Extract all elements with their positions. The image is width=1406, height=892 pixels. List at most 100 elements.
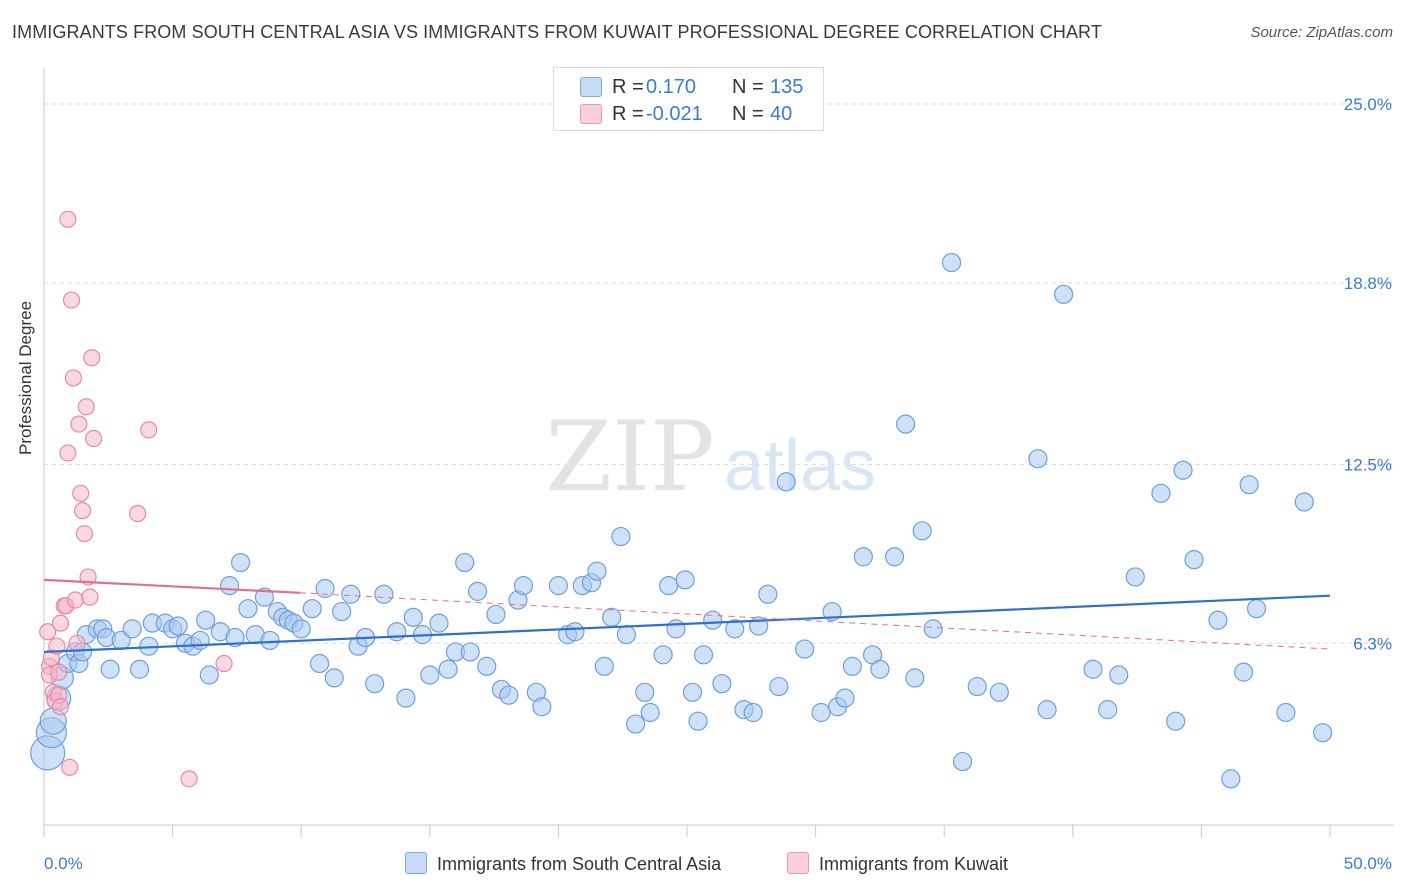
point-south-central-asia <box>666 619 686 639</box>
point-south-central-asia <box>396 688 416 708</box>
tick-labels: 6.3% 12.5% 18.8% 25.0% 0.0% 50.0% <box>44 95 1392 873</box>
point-south-central-asia <box>260 630 280 651</box>
trendline-south-central-asia <box>43 594 1331 654</box>
point-south-central-asia <box>1294 492 1314 512</box>
point-south-central-asia <box>1221 769 1241 789</box>
point-south-central-asia <box>1109 665 1129 685</box>
point-kuwait <box>215 654 233 673</box>
point-south-central-asia <box>682 682 703 702</box>
point-south-central-asia <box>365 674 385 694</box>
point-south-central-asia <box>100 659 120 679</box>
legend-label-kuwait: Immigrants from Kuwait <box>819 854 1009 874</box>
point-south-central-asia <box>1166 711 1186 731</box>
watermark-zip: ZIP <box>545 401 714 513</box>
point-south-central-asia <box>499 685 519 705</box>
point-south-central-asia <box>1234 662 1254 682</box>
point-south-central-asia <box>1276 702 1296 723</box>
point-south-central-asia <box>896 414 916 434</box>
point-south-central-asia <box>196 610 216 630</box>
point-kuwait <box>70 415 88 433</box>
point-south-central-asia <box>1208 610 1228 630</box>
y-axis-label: Professional Degree <box>16 300 35 455</box>
legend-n-label: N = <box>732 76 764 98</box>
point-south-central-asia <box>712 674 732 694</box>
series-kuwait <box>39 210 233 788</box>
point-south-central-asia <box>941 252 962 273</box>
point-south-central-asia <box>1037 700 1057 720</box>
point-kuwait <box>59 210 77 228</box>
watermark-atlas: atlas <box>724 426 876 506</box>
point-south-central-asia <box>611 526 631 547</box>
point-south-central-asia <box>758 584 778 604</box>
point-kuwait <box>129 504 147 523</box>
point-south-central-asia <box>635 682 655 702</box>
point-south-central-asia <box>794 639 815 659</box>
point-south-central-asia <box>675 570 695 590</box>
point-south-central-asia <box>219 576 240 596</box>
point-south-central-asia <box>387 622 407 642</box>
point-south-central-asia <box>952 751 973 772</box>
point-south-central-asia <box>640 702 660 723</box>
x-tick-label: 0.0% <box>44 854 83 873</box>
point-south-central-asia <box>967 676 987 697</box>
point-kuwait <box>50 663 68 681</box>
legend-r-label: R = <box>612 76 644 98</box>
point-south-central-asia <box>374 584 394 604</box>
point-south-central-asia <box>420 665 440 685</box>
point-south-central-asia <box>884 547 905 567</box>
point-south-central-asia <box>587 561 607 581</box>
point-south-central-asia <box>602 607 622 627</box>
y-tick-label: 6.3% <box>1353 634 1392 653</box>
point-south-central-asia <box>341 584 361 604</box>
point-south-central-asia <box>1125 567 1145 587</box>
point-south-central-asia <box>486 604 506 625</box>
legend-n-value: 135 <box>770 76 804 98</box>
point-south-central-asia <box>1184 550 1204 570</box>
legend-swatch-pink <box>580 104 602 124</box>
point-south-central-asia <box>822 601 842 622</box>
point-south-central-asia <box>912 521 932 541</box>
point-kuwait <box>51 614 70 632</box>
y-tick-label: 12.5% <box>1344 455 1392 474</box>
point-kuwait <box>51 698 70 716</box>
point-south-central-asia <box>199 665 219 685</box>
point-south-central-asia <box>659 576 679 596</box>
point-south-central-asia <box>129 659 150 679</box>
point-south-central-asia <box>291 619 311 639</box>
point-south-central-asia <box>1028 449 1048 469</box>
point-kuwait <box>39 623 57 641</box>
trend-lines <box>43 578 1331 654</box>
point-kuwait <box>77 398 95 416</box>
point-south-central-asia <box>688 711 708 731</box>
point-south-central-asia <box>653 645 673 665</box>
point-south-central-asia <box>309 653 330 674</box>
legend-item-south-central-asia: Immigrants from South Central Asia <box>405 852 721 875</box>
point-south-central-asia <box>870 659 890 679</box>
legend-r-value: 0.170 <box>646 76 697 98</box>
point-south-central-asia <box>565 622 585 642</box>
point-south-central-asia <box>743 702 763 723</box>
point-south-central-asia <box>693 645 714 665</box>
point-south-central-asia <box>467 581 488 601</box>
point-kuwait <box>83 349 101 367</box>
legend-item-kuwait: Immigrants from Kuwait <box>787 852 1008 875</box>
legend-swatch-pink <box>787 852 809 874</box>
point-kuwait <box>64 369 82 387</box>
point-south-central-asia <box>842 656 862 676</box>
point-south-central-asia <box>403 607 423 627</box>
point-south-central-asia <box>225 627 245 648</box>
point-kuwait <box>73 502 92 520</box>
point-kuwait <box>68 634 86 652</box>
source-note: Source: ZipAtlas.com <box>1250 24 1393 41</box>
point-kuwait <box>62 291 81 309</box>
point-south-central-asia <box>230 552 251 573</box>
point-south-central-asia <box>315 578 335 599</box>
legend-r-value: -0.021 <box>646 103 703 125</box>
point-south-central-asia <box>548 576 569 596</box>
point-south-central-asia <box>1173 460 1193 480</box>
point-south-central-asia <box>168 616 188 636</box>
point-kuwait <box>61 758 79 776</box>
legend-r-label: R = <box>612 103 644 125</box>
point-south-central-asia <box>853 547 873 567</box>
point-kuwait <box>180 770 198 788</box>
